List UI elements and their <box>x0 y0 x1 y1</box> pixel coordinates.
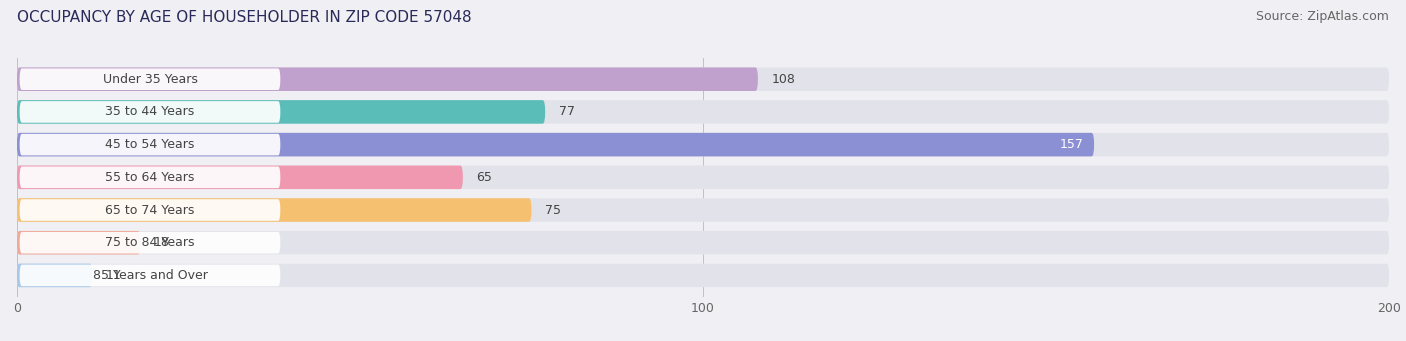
FancyBboxPatch shape <box>17 231 141 254</box>
FancyBboxPatch shape <box>17 133 1389 157</box>
Text: Under 35 Years: Under 35 Years <box>103 73 197 86</box>
FancyBboxPatch shape <box>20 265 280 286</box>
FancyBboxPatch shape <box>17 100 1389 124</box>
FancyBboxPatch shape <box>20 134 280 155</box>
Text: OCCUPANCY BY AGE OF HOUSEHOLDER IN ZIP CODE 57048: OCCUPANCY BY AGE OF HOUSEHOLDER IN ZIP C… <box>17 10 471 25</box>
Text: 77: 77 <box>560 105 575 118</box>
FancyBboxPatch shape <box>17 231 1389 254</box>
FancyBboxPatch shape <box>20 69 280 90</box>
FancyBboxPatch shape <box>17 264 93 287</box>
FancyBboxPatch shape <box>17 100 546 124</box>
FancyBboxPatch shape <box>17 68 758 91</box>
FancyBboxPatch shape <box>17 68 1389 91</box>
Text: 11: 11 <box>105 269 122 282</box>
FancyBboxPatch shape <box>20 199 280 221</box>
Text: 75: 75 <box>546 204 561 217</box>
Text: 157: 157 <box>1060 138 1084 151</box>
FancyBboxPatch shape <box>20 166 280 188</box>
Text: 35 to 44 Years: 35 to 44 Years <box>105 105 194 118</box>
Text: Source: ZipAtlas.com: Source: ZipAtlas.com <box>1256 10 1389 23</box>
Text: 45 to 54 Years: 45 to 54 Years <box>105 138 194 151</box>
FancyBboxPatch shape <box>17 165 463 189</box>
FancyBboxPatch shape <box>17 133 1094 157</box>
FancyBboxPatch shape <box>20 232 280 253</box>
FancyBboxPatch shape <box>17 165 1389 189</box>
Text: 108: 108 <box>772 73 796 86</box>
Text: 18: 18 <box>155 236 170 249</box>
FancyBboxPatch shape <box>17 198 1389 222</box>
Text: 65: 65 <box>477 171 492 184</box>
Text: 65 to 74 Years: 65 to 74 Years <box>105 204 194 217</box>
Text: 55 to 64 Years: 55 to 64 Years <box>105 171 194 184</box>
Text: 75 to 84 Years: 75 to 84 Years <box>105 236 194 249</box>
FancyBboxPatch shape <box>17 264 1389 287</box>
FancyBboxPatch shape <box>20 101 280 123</box>
FancyBboxPatch shape <box>17 198 531 222</box>
Text: 85 Years and Over: 85 Years and Over <box>93 269 208 282</box>
